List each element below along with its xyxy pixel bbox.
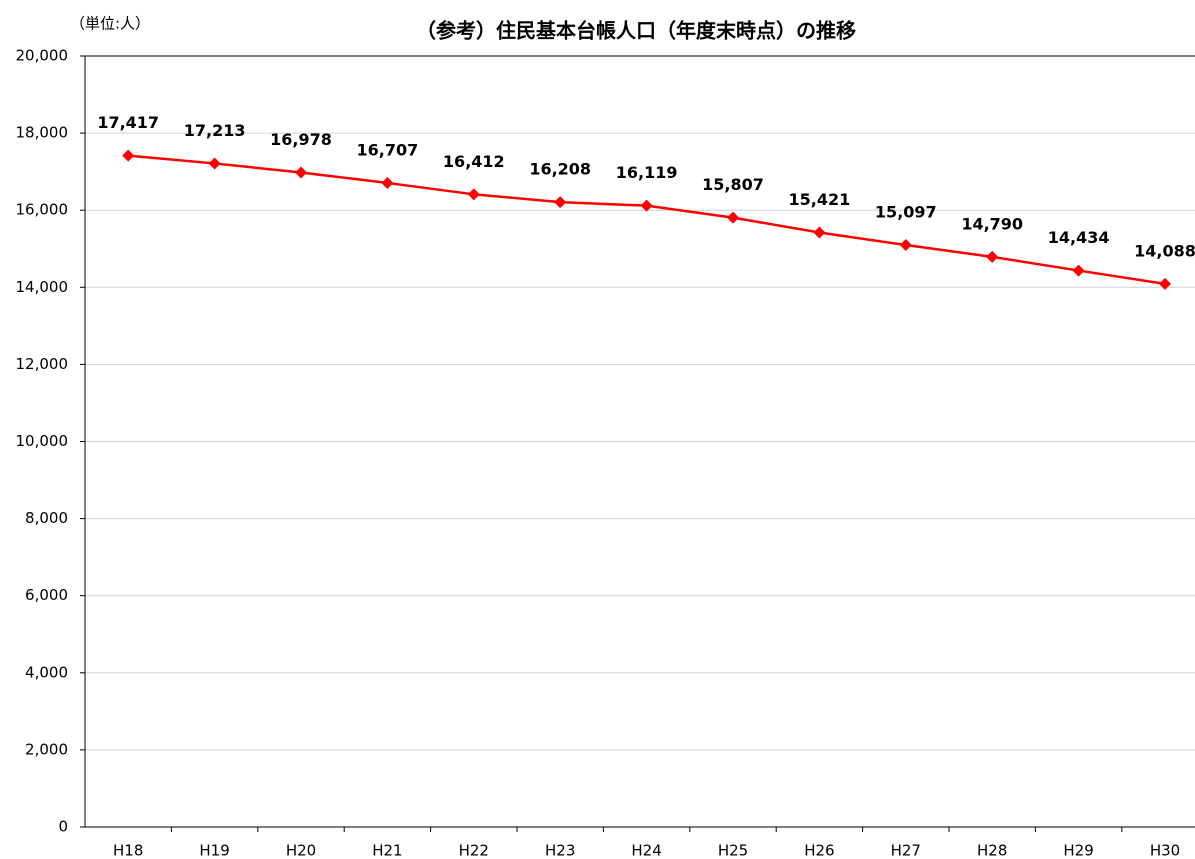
- marker: [122, 149, 135, 162]
- x-tick-label: H29: [1063, 842, 1093, 859]
- x-tick-label: H20: [286, 842, 316, 859]
- marker: [813, 226, 826, 239]
- data-label: 15,807: [702, 175, 764, 194]
- data-label: 14,434: [1048, 228, 1110, 247]
- data-label: 16,707: [357, 140, 419, 159]
- y-tick-label: 14,000: [16, 278, 69, 296]
- data-label: 15,421: [789, 190, 851, 209]
- x-tick-label: H18: [113, 842, 143, 859]
- chart-title: （参考）住民基本台帳人口（年度末時点）の推移: [416, 19, 856, 43]
- y-tick-label: 16,000: [16, 201, 69, 219]
- data-label: 14,088: [1134, 241, 1195, 260]
- marker: [899, 239, 912, 252]
- y-tick-label: 20,000: [16, 47, 69, 65]
- marker: [986, 250, 999, 263]
- x-tick-label: H30: [1150, 842, 1180, 859]
- marker: [208, 157, 221, 170]
- x-tick-label: H28: [977, 842, 1007, 859]
- marker: [727, 211, 739, 224]
- y-tick-label: 6,000: [25, 586, 68, 604]
- x-tick-label: H24: [631, 842, 661, 859]
- unit-label: （単位:人）: [70, 15, 150, 33]
- x-tick-label: H23: [545, 842, 575, 859]
- marker: [640, 199, 653, 212]
- y-tick-label: 18,000: [16, 124, 69, 142]
- data-label: 16,978: [270, 130, 332, 149]
- marker: [467, 188, 480, 201]
- marker: [554, 196, 567, 209]
- y-tick-label: 0: [58, 818, 68, 836]
- marker: [1159, 277, 1171, 290]
- data-label: 16,412: [443, 152, 505, 171]
- x-tick-label: H21: [372, 842, 402, 859]
- data-label: 14,790: [961, 214, 1023, 233]
- y-tick-label: 12,000: [16, 355, 69, 373]
- data-label: 17,213: [184, 121, 246, 140]
- data-label: 16,119: [616, 163, 678, 182]
- data-label: 15,097: [875, 203, 937, 222]
- x-tick-label: H19: [199, 842, 229, 859]
- y-tick-label: 10,000: [16, 432, 69, 450]
- marker: [1072, 264, 1085, 277]
- y-tick-label: 2,000: [25, 740, 68, 758]
- x-tick-label: H27: [891, 842, 921, 859]
- x-tick-label: H22: [459, 842, 489, 859]
- marker: [295, 166, 307, 179]
- data-label: 17,417: [97, 113, 159, 132]
- x-tick-label: H25: [718, 842, 748, 859]
- data-label: 16,208: [529, 160, 591, 179]
- x-tick-label: H26: [804, 842, 834, 859]
- marker: [381, 176, 394, 189]
- y-tick-label: 4,000: [25, 663, 68, 681]
- y-tick-label: 8,000: [25, 509, 68, 527]
